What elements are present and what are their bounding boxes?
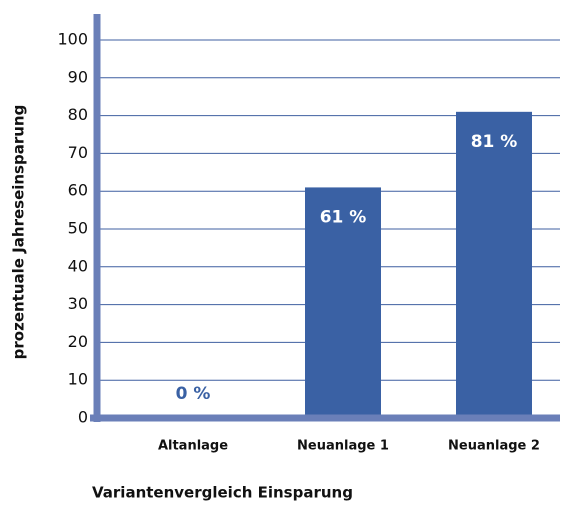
y-tick-label: 10 bbox=[68, 370, 88, 389]
y-axis-label: prozentuale Jahreseinsparung bbox=[10, 105, 28, 360]
y-tick-label: 30 bbox=[68, 294, 88, 313]
bar bbox=[305, 187, 381, 418]
value-label: 0 % bbox=[176, 384, 211, 404]
y-tick-label: 0 bbox=[78, 408, 88, 427]
bar bbox=[456, 111, 532, 418]
y-tick-label: 40 bbox=[68, 256, 88, 275]
x-tick-label: Neuanlage 2 bbox=[448, 439, 540, 454]
x-axis-label: Variantenvergleich Einsparung bbox=[92, 484, 353, 502]
y-tick-label: 90 bbox=[68, 67, 88, 86]
y-tick-label: 20 bbox=[68, 332, 88, 351]
y-tick-label: 80 bbox=[68, 105, 88, 124]
y-tick-label: 60 bbox=[68, 181, 88, 200]
x-tick-label: Neuanlage 1 bbox=[297, 439, 389, 454]
x-tick-label: Altanlage bbox=[158, 439, 228, 454]
y-tick-label: 50 bbox=[68, 219, 88, 238]
y-tick-label: 70 bbox=[68, 143, 88, 162]
value-label: 81 % bbox=[471, 132, 518, 152]
value-label: 61 % bbox=[320, 207, 367, 227]
y-tick-label: 100 bbox=[57, 30, 88, 49]
